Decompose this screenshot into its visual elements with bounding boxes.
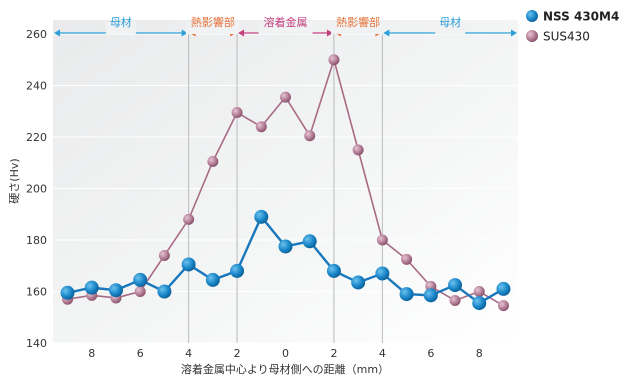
zone-arrow-right-head	[181, 29, 188, 37]
zone-label-bg	[258, 22, 313, 34]
data-point	[60, 285, 75, 300]
y-tick-label: 180	[26, 234, 47, 247]
data-point	[207, 155, 219, 167]
data-point	[255, 121, 267, 133]
zone-label-bg	[105, 22, 136, 34]
legend-label: NSS 430M4	[543, 10, 619, 24]
x-tick-label: 6	[137, 347, 144, 360]
data-point	[158, 249, 170, 261]
x-tick-label: 2	[234, 347, 241, 360]
legend: NSS 430M4 SUS430	[526, 10, 619, 44]
legend-marker	[526, 10, 538, 22]
data-point	[181, 257, 196, 272]
x-tick-label: 0	[282, 347, 289, 360]
data-point	[375, 266, 390, 281]
data-point	[497, 300, 509, 312]
data-point	[280, 91, 291, 103]
y-axis-ticks: 140 160 180 200 220 240 260	[26, 28, 47, 350]
data-point	[230, 263, 245, 278]
data-point	[304, 130, 316, 142]
data-point	[496, 281, 511, 296]
y-tick-label: 220	[26, 131, 47, 144]
zone-annotations: 母材 熱影響部 溶着金属 熱影響部 母材	[54, 15, 517, 37]
x-tick-label: 4	[379, 347, 386, 360]
data-point	[108, 283, 123, 298]
x-tick-label: 4	[185, 347, 192, 360]
zone-label: 熱影響部	[191, 15, 235, 29]
zone-label-bg	[435, 22, 466, 34]
legend-marker	[526, 30, 538, 42]
zone-arrow-right-head	[511, 29, 517, 37]
data-point	[423, 288, 438, 303]
y-tick-label: 240	[26, 80, 47, 93]
y-tick-label: 160	[26, 286, 47, 299]
data-point	[302, 234, 317, 249]
data-point	[157, 284, 172, 299]
x-tick-label: 8	[88, 347, 95, 360]
zone-arrow-left-head	[238, 29, 245, 37]
zone-arrow-left-head	[54, 29, 60, 37]
data-point	[326, 263, 341, 278]
data-point	[448, 278, 463, 293]
data-point	[376, 234, 388, 246]
plot-background	[53, 20, 518, 343]
data-point	[352, 144, 364, 156]
y-axis-title: 硬さ(Hv)	[8, 158, 21, 203]
data-point	[205, 272, 220, 287]
data-series	[60, 54, 511, 312]
data-point	[278, 239, 293, 254]
zone-label: 熱影響部	[336, 15, 380, 29]
data-point	[449, 295, 461, 307]
data-point	[183, 213, 195, 225]
data-point	[473, 286, 485, 297]
x-tick-label: 2	[330, 347, 337, 360]
data-point	[351, 275, 366, 290]
y-tick-label: 140	[26, 337, 47, 350]
zone-label-bg	[331, 22, 386, 34]
data-point	[401, 253, 413, 265]
y-tick-label: 200	[26, 183, 47, 196]
x-axis-title: 溶着金属中心より母材側への距離（mm）	[181, 362, 389, 376]
zone-arrow-right-head	[326, 29, 333, 37]
data-point	[328, 54, 340, 66]
zone-arrow-left-head	[383, 29, 390, 37]
data-point	[134, 286, 146, 297]
x-axis-ticks: 8 6 4 2 0 2 4 6 8	[88, 347, 483, 360]
zone-label: 溶着金属	[264, 15, 308, 29]
data-point	[399, 287, 414, 302]
x-tick-label: 6	[427, 347, 434, 360]
data-point	[254, 209, 269, 224]
data-point	[231, 107, 243, 119]
x-tick-label: 8	[476, 347, 483, 360]
zone-label: 母材	[110, 15, 132, 29]
data-point	[133, 272, 148, 287]
zone-label-bg	[185, 22, 240, 34]
series-nss-430m4	[60, 209, 511, 311]
zone-label: 母材	[439, 15, 461, 29]
y-tick-label: 260	[26, 28, 47, 41]
data-point	[472, 296, 487, 311]
data-point	[84, 280, 99, 295]
legend-label: SUS430	[543, 30, 590, 44]
